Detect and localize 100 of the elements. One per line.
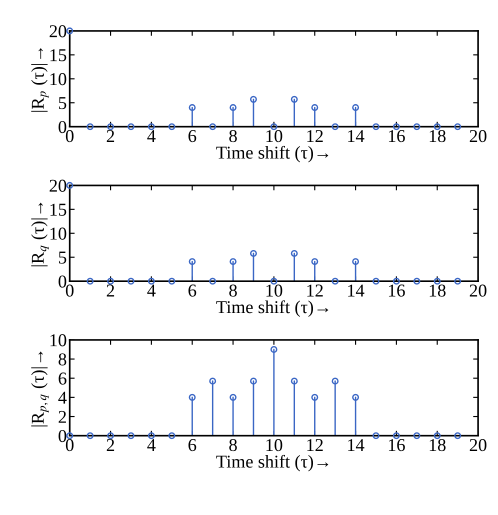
point: [107, 432, 114, 440]
x-tick-label: 6: [188, 130, 196, 142]
point: [270, 278, 278, 285]
point: [413, 432, 420, 440]
point: [434, 123, 441, 130]
point: [250, 96, 257, 103]
point: [168, 432, 176, 440]
y-tick-label: 0: [58, 430, 66, 442]
x-tick-label: 8: [229, 130, 237, 142]
point: [311, 394, 318, 401]
point: [209, 278, 216, 285]
point: [128, 123, 134, 130]
point: [230, 104, 237, 112]
y-tick-label: 0: [58, 275, 66, 288]
point: [270, 123, 278, 130]
point: [372, 278, 380, 285]
point: [148, 123, 155, 130]
point: [290, 250, 298, 257]
point: [86, 123, 94, 130]
x-tick-label: 14: [348, 284, 364, 296]
point: [413, 123, 420, 130]
y-tick-label: 2: [58, 410, 66, 423]
x-tick-label: 8: [229, 438, 237, 452]
y-tick-label: 10: [50, 334, 66, 346]
y-tick-label: 20: [50, 25, 66, 38]
x-tick-label: 14: [348, 439, 364, 451]
x-tick-label: 20: [470, 130, 486, 142]
x-tick-label: 4: [147, 439, 156, 451]
y-tick-label: 10: [50, 228, 66, 240]
point: [128, 278, 134, 285]
point: [128, 432, 134, 440]
y-tick-label: 5: [58, 97, 66, 110]
point: [86, 432, 94, 440]
y-tick-label: 8: [58, 353, 66, 366]
y-tick-label: 5: [58, 252, 66, 264]
point: [148, 278, 155, 285]
x-axis-title: Time shift (τ)→: [216, 146, 328, 162]
y-axis-title: |R$_{p}$ (τ)|→: [31, 48, 49, 112]
point: [290, 378, 298, 385]
y-tick-label: 10: [50, 73, 66, 86]
y-tick-label: 4: [58, 392, 67, 404]
point: [332, 278, 339, 285]
y-tick-label: 0: [58, 120, 66, 134]
point: [168, 123, 176, 130]
point: [107, 278, 114, 285]
point: [372, 123, 380, 130]
x-tick-label: 6: [188, 439, 196, 452]
x-axis-title: Time shift (τ)→: [216, 300, 328, 317]
x-tick-label: 6: [188, 284, 196, 297]
x-tick-label: 18: [430, 438, 446, 452]
point: [332, 378, 339, 385]
y-axis-title: |R$_{q}$ (τ)|→: [31, 202, 49, 266]
point: [188, 104, 196, 112]
y-tick-label: 15: [50, 204, 66, 216]
x-tick-label: 10: [266, 284, 282, 297]
x-tick-label: 16: [388, 284, 405, 297]
point: [392, 278, 400, 285]
point: [311, 104, 318, 112]
point: [188, 258, 196, 266]
point: [434, 278, 441, 285]
point: [332, 123, 339, 130]
y-tick-label: 6: [58, 372, 66, 385]
x-tick-label: 16: [388, 130, 405, 142]
x-tick-label: 18: [430, 130, 446, 142]
point: [392, 432, 400, 440]
point: [148, 432, 155, 440]
point: [311, 258, 318, 266]
point: [454, 432, 462, 440]
x-tick-label: 2: [106, 130, 114, 142]
point: [434, 432, 441, 440]
point: [230, 258, 237, 266]
point: [290, 96, 298, 103]
x-tick-label: 10: [266, 438, 282, 452]
x-tick-label: 12: [307, 284, 323, 296]
point: [372, 432, 380, 440]
point: [392, 123, 400, 130]
x-tick-label: 12: [307, 439, 323, 451]
point: [188, 394, 196, 401]
point: [107, 123, 114, 130]
x-tick-label: 16: [388, 439, 405, 452]
y-tick-label: 15: [50, 49, 66, 62]
point: [250, 378, 257, 385]
point: [454, 278, 462, 285]
point: [352, 104, 360, 112]
x-tick-label: 4: [147, 130, 156, 142]
point: [209, 123, 216, 130]
point: [168, 278, 176, 285]
x-tick-label: 2: [106, 439, 114, 451]
point: [270, 346, 278, 353]
point: [230, 394, 237, 401]
point: [86, 278, 94, 285]
x-tick-label: 4: [147, 284, 156, 296]
point: [413, 278, 420, 285]
y-axis-title: |R$_{p,q}$ (τ)|→: [31, 352, 49, 426]
point: [209, 378, 216, 385]
point: [454, 123, 462, 130]
point: [352, 258, 360, 266]
x-tick-label: 14: [348, 130, 364, 142]
point: [250, 250, 257, 257]
x-tick-label: 12: [307, 130, 323, 142]
